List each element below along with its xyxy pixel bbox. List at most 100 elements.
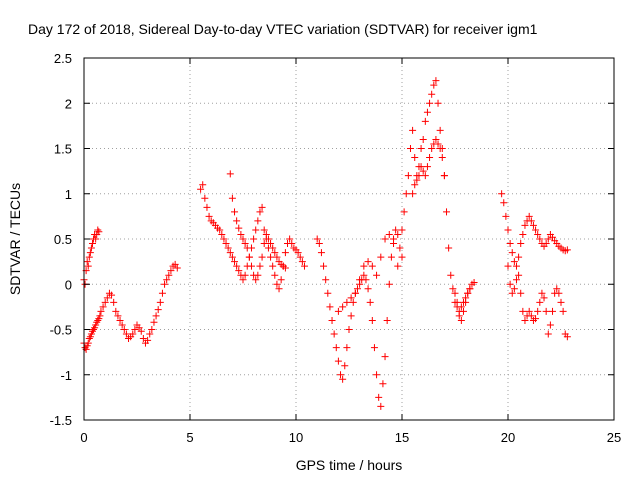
data-point [411,181,419,189]
data-point [84,339,92,347]
data-point [88,327,96,335]
data-point [527,217,535,225]
data-point [462,298,470,306]
x-tick-label: 10 [289,430,303,445]
data-point [390,240,398,248]
data-point [413,176,421,184]
data-point [235,267,243,275]
data-point [419,135,427,143]
data-point [226,249,234,257]
data-point [222,240,230,248]
data-point [544,235,552,243]
data-point [267,240,275,248]
data-point [387,253,395,261]
y-tick-label: -0.5 [50,323,72,338]
data-point [95,228,103,236]
data-point [549,233,557,241]
data-point [103,294,111,302]
data-point [409,190,417,198]
data-point [464,289,472,297]
data-point [398,253,406,261]
data-point [148,326,156,333]
data-point [241,240,249,248]
data-point [532,226,540,234]
axis-ticks: 0 5 10 15 20 25 -1.5 -1 -0.5 0 0.5 1 1.5 2 2.5 [50,51,622,445]
data-point [557,298,565,306]
x-tick-label: 20 [501,430,515,445]
data-point [525,212,533,220]
data-point [87,244,95,252]
data-point [538,289,546,297]
data-point [197,185,205,193]
data-point [88,240,96,248]
chart-title: Day 172 of 2018, Sidereal Day-to-day VTE… [28,21,538,37]
data-point [421,117,429,125]
data-point [224,244,232,252]
data-point [243,244,251,252]
data-point [563,333,571,341]
data-point [368,262,376,270]
data-point [281,249,289,257]
data-point [84,262,92,270]
data-point [161,280,169,288]
data-point [517,289,525,297]
y-tick-label: -1.5 [50,413,72,428]
data-point [430,81,438,89]
data-point [313,235,321,243]
data-point [94,226,102,234]
data-point [400,208,408,216]
data-point [392,226,400,234]
data-point [233,217,241,225]
data-point [220,235,228,243]
data-point [269,244,277,252]
data-point [275,285,283,293]
data-point [114,312,122,320]
data-point [245,253,253,261]
x-tick-label: 15 [395,430,409,445]
data-point [426,99,434,107]
data-point [512,262,520,270]
data-point [508,289,516,297]
data-point [377,253,385,261]
data-point [239,276,247,284]
data-point [334,357,342,365]
data-point [300,262,308,270]
data-point [347,294,355,302]
data-point [438,154,446,162]
data-point [137,327,145,335]
data-point [260,240,268,248]
data-point [271,249,279,257]
data-point [515,271,523,279]
y-tick-label: 2 [65,96,72,111]
data-point [99,303,107,311]
data-point [218,230,226,238]
data-point [256,262,264,270]
data-point [101,298,109,306]
data-point [519,230,527,238]
data-point [351,289,359,297]
data-point [85,253,93,261]
data-point [92,235,100,243]
data-point [525,307,533,315]
data-point [320,262,328,270]
data-point [135,324,143,332]
data-point [563,246,571,254]
data-point [341,362,349,370]
x-tick-label: 0 [80,430,87,445]
data-point [373,371,381,379]
data-point [110,298,118,306]
data-point [404,172,412,180]
data-point [235,224,243,232]
data-point [466,285,474,293]
data-point [470,278,478,286]
data-point [394,262,402,270]
data-point [154,306,162,314]
data-point [250,235,258,243]
data-series-4 [226,170,289,284]
data-point [96,312,104,320]
x-tick-label: 5 [186,430,193,445]
data-point [258,253,266,261]
data-point [247,262,255,270]
data-point [536,298,544,306]
data-point [459,307,467,315]
